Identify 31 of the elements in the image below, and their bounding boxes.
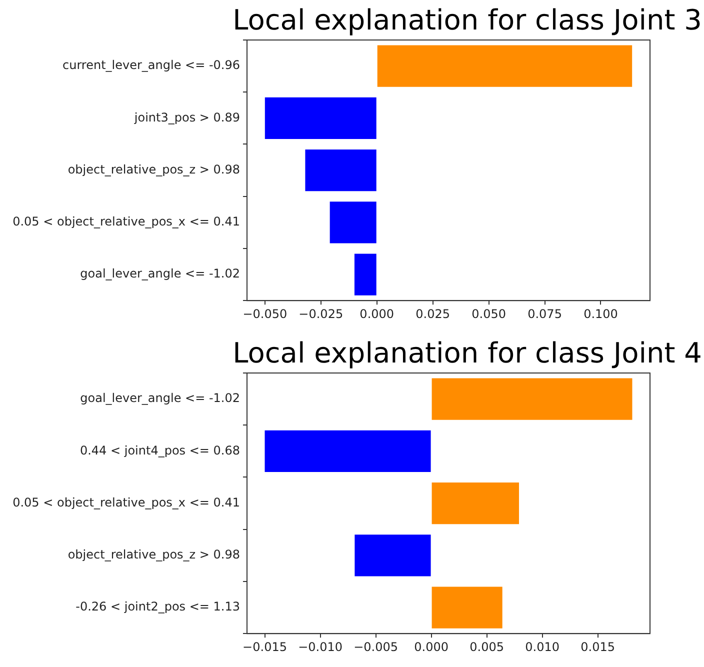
y-tick-label: -0.26 < joint2_pos <= 1.13 [76,600,240,614]
y-tick-label: object_relative_pos_z > 0.98 [68,548,240,562]
x-tick-label: 0.000 [414,640,448,654]
y-tick-label: current_lever_angle <= -0.96 [62,58,240,72]
x-tick-label: 0.050 [472,306,506,321]
y-tick-label: 0.44 < joint4_pos <= 0.68 [80,443,240,458]
bar [432,586,502,628]
x-tick-label: 0.005 [470,640,504,654]
x-tick-label: 0.025 [416,306,450,321]
y-tick-label: goal_lever_angle <= -1.02 [80,266,240,281]
x-tick-label: 0.000 [360,306,394,321]
y-tick-label: goal_lever_angle <= -1.02 [80,391,240,406]
y-tick-label: object_relative_pos_z > 0.98 [68,162,240,176]
x-tick-label: −0.005 [354,640,398,654]
bar [264,430,431,472]
x-tick-label: −0.025 [298,306,344,321]
x-tick-label: −0.015 [242,640,287,654]
bar [432,482,519,524]
y-tick-label: 0.05 < object_relative_pos_x <= 0.41 [12,495,240,510]
x-tick-label: −0.050 [242,306,288,321]
chart-title: Local explanation for class Joint 4 [232,336,702,370]
bar [432,378,632,420]
y-tick-label: 0.05 < object_relative_pos_x <= 0.41 [12,214,240,229]
x-tick-label: 0.010 [525,640,560,654]
x-tick-label: 0.015 [580,640,615,654]
x-tick-label: 0.075 [528,306,562,321]
chart-title: Local explanation for class Joint 3 [232,3,702,36]
x-tick-label: −0.010 [298,640,342,654]
bar [354,534,431,576]
y-tick-label: joint3_pos > 0.89 [133,110,240,124]
x-tick-label: 0.100 [584,306,618,321]
